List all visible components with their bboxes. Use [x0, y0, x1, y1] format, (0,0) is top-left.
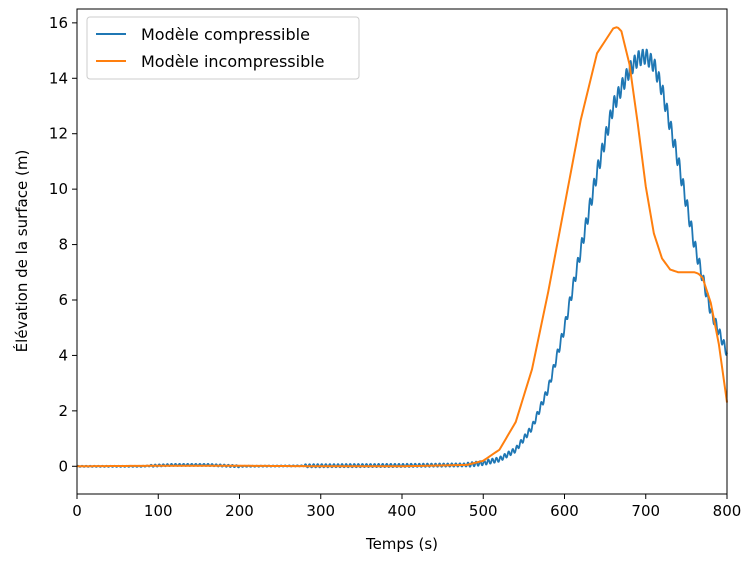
x-axis-label: Temps (s) [365, 535, 438, 553]
y-tick-label: 0 [58, 457, 68, 475]
y-tick-label: 8 [58, 236, 68, 254]
y-tick-label: 12 [49, 125, 68, 143]
x-tick-label: 500 [469, 502, 498, 520]
x-tick-label: 800 [713, 502, 742, 520]
series-lines [76, 26, 728, 469]
x-tick-label: 600 [550, 502, 579, 520]
x-tick-label: 0 [72, 502, 82, 520]
y-tick-label: 10 [49, 180, 68, 198]
y-axis: 0 2 4 6 8 10 12 14 16 [49, 14, 77, 475]
legend-label-incompressible: Modèle incompressible [141, 52, 325, 71]
legend: Modèle compressible Modèle incompressibl… [86, 16, 360, 80]
series-line-incompressible [76, 26, 728, 468]
x-tick-label: 400 [388, 502, 417, 520]
x-tick-label: 200 [225, 502, 254, 520]
y-tick-label: 4 [58, 346, 68, 364]
y-tick-label: 14 [49, 69, 68, 87]
y-tick-label: 2 [58, 402, 68, 420]
y-tick-label: 16 [49, 14, 68, 32]
plot-area [77, 9, 727, 494]
y-axis-label: Élévation de la surface (m) [12, 150, 31, 353]
x-axis: 0 100 200 300 400 500 600 700 800 [72, 494, 741, 520]
legend-label-compressible: Modèle compressible [141, 25, 310, 44]
x-tick-label: 100 [144, 502, 173, 520]
y-tick-label: 6 [58, 291, 68, 309]
x-tick-label: 300 [306, 502, 335, 520]
x-tick-label: 700 [631, 502, 660, 520]
legend-box [86, 16, 360, 80]
